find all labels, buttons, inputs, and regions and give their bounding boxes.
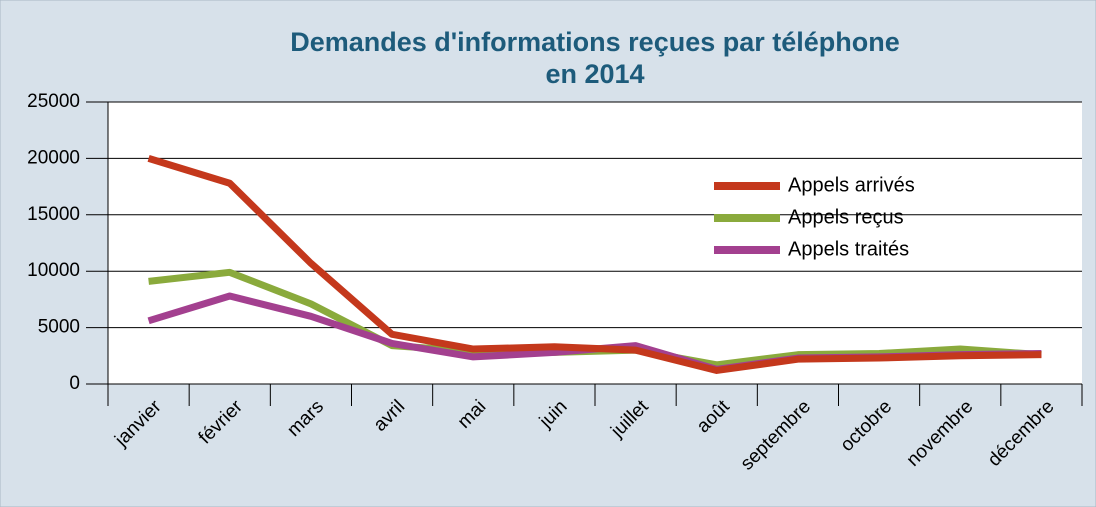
chart-subtitle: en 2014 — [545, 59, 644, 89]
series-line — [147, 155, 1042, 374]
y-tick-label: 25000 — [27, 91, 80, 112]
y-tick-label: 15000 — [27, 204, 80, 225]
legend-label: Appels arrivés — [788, 174, 915, 196]
y-tick-label: 0 — [69, 373, 80, 394]
legend-label: Appels reçus — [788, 206, 904, 228]
chart-title: Demandes d'informations reçues par télép… — [290, 27, 900, 57]
y-tick-label: 10000 — [27, 260, 80, 281]
legend-label: Appels traités — [788, 238, 909, 260]
plot-area — [108, 102, 1082, 384]
y-tick-label: 20000 — [27, 147, 80, 168]
y-tick-label: 5000 — [38, 317, 80, 338]
